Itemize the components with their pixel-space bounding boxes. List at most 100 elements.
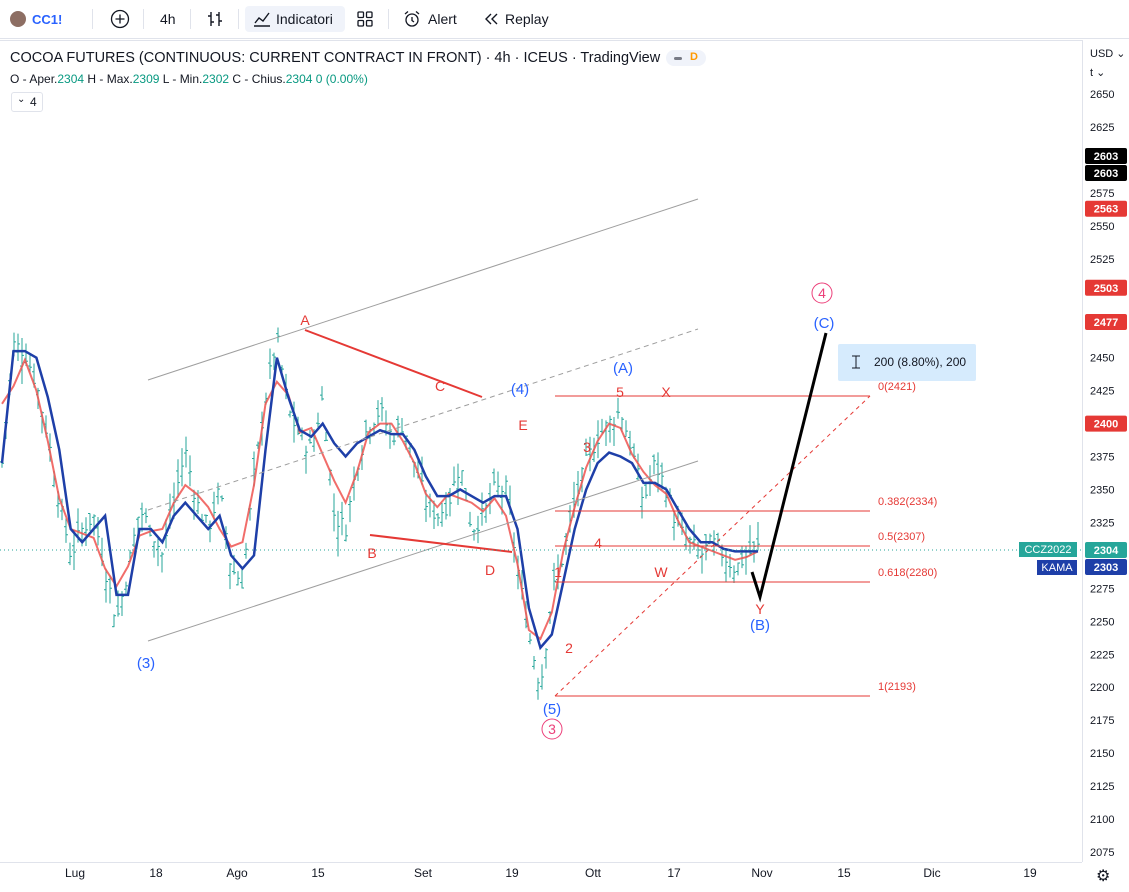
fib-label: 1(2193) <box>878 681 916 693</box>
symbol-label: CC1! <box>32 11 63 27</box>
time-axis[interactable] <box>0 862 1082 892</box>
measure-label: 200 (8.80%), 200 <box>874 355 966 369</box>
triangle-upper-line <box>304 329 483 398</box>
wave-label: W <box>654 564 668 580</box>
price-badge-bg <box>1085 559 1127 575</box>
price-tick-label: 2525 <box>1090 254 1114 266</box>
price-tick-label: 2375 <box>1090 452 1114 464</box>
alert-label: Alert <box>428 11 457 27</box>
time-tick-label: 19 <box>1023 866 1037 880</box>
time-tick-label: 15 <box>837 866 851 880</box>
price-chart[interactable]: 200 (8.80%), 200 0(2421) 0.382(2334) 0.5… <box>0 40 1082 862</box>
candles-layer <box>0 327 760 700</box>
close-value: 2304 <box>285 72 313 86</box>
wave-label: 5 <box>616 384 624 400</box>
plus-circle-icon <box>110 9 130 29</box>
channel-lower-line <box>147 460 699 642</box>
replay-label: Replay <box>505 11 549 27</box>
low-label: L - Min. <box>162 72 203 86</box>
price-tick-label: 2450 <box>1090 353 1114 365</box>
chevron-down-icon: ⌄ <box>17 94 26 105</box>
open-label: O - Aper. <box>10 72 58 86</box>
kama-tag-label: KAMA <box>1041 562 1073 574</box>
toolbar-divider <box>388 9 389 29</box>
channel-upper-line <box>147 198 699 381</box>
price-axis-labels: 2650262525752550252524752450242523752350… <box>1085 89 1127 859</box>
time-tick-label: Dic <box>923 866 940 880</box>
chart-area[interactable] <box>0 40 1129 892</box>
wave-label: 4 <box>594 535 602 551</box>
gear-icon[interactable]: ⚙ <box>1096 868 1111 885</box>
interval-button[interactable]: 4h <box>160 6 176 32</box>
projection-line <box>750 332 828 603</box>
ccz-tag-label: CCZ2022 <box>1024 544 1071 556</box>
time-tick-label: Ago <box>226 866 248 880</box>
symbol-search-button[interactable]: CC1! <box>10 6 62 32</box>
wave-label: D <box>485 562 495 578</box>
price-tick-label: 2200 <box>1090 682 1114 694</box>
time-tick-label: 18 <box>149 866 163 880</box>
price-badge-label: 2603 <box>1094 151 1118 163</box>
wave-label: 2 <box>565 640 573 656</box>
price-badge-bg <box>1085 314 1127 331</box>
wave-label: (C) <box>814 315 835 332</box>
alarm-clock-icon <box>404 11 420 27</box>
fib-trend-line <box>554 395 871 697</box>
price-tick-label: 2150 <box>1090 748 1114 760</box>
replay-button[interactable]: Replay <box>481 6 549 32</box>
kama-tag-bg <box>1037 560 1077 575</box>
wave-label: 4 <box>818 285 826 301</box>
price-tick-label: 2325 <box>1090 517 1114 529</box>
kama-line <box>0 349 758 651</box>
alert-button[interactable]: Alert <box>402 6 457 32</box>
price-tick-label: 2075 <box>1090 847 1114 859</box>
legend-interval: 4h <box>494 50 511 66</box>
layout-button[interactable] <box>355 6 375 32</box>
wave-label: (B) <box>750 617 770 634</box>
wave-label: C <box>435 378 445 394</box>
price-badge-label: 2303 <box>1094 562 1118 574</box>
chart-type-button[interactable] <box>205 6 225 32</box>
moving-average-line <box>1 357 759 641</box>
low-value: 2302 <box>202 72 230 86</box>
indicators-icon <box>254 12 270 27</box>
series-tags: CCZ2022 KAMA <box>1019 542 1077 575</box>
close-label: C - Chius. <box>232 72 286 86</box>
toolbar-divider <box>190 9 191 29</box>
cocoa-symbol-icon <box>10 11 26 27</box>
price-tick-label: 2575 <box>1090 188 1114 200</box>
channel-mid-line <box>147 328 699 511</box>
price-tick-label: 2100 <box>1090 814 1114 826</box>
time-tick-label: 15 <box>311 866 325 880</box>
price-badge-label: 2603 <box>1094 168 1118 180</box>
grid-layout-icon <box>357 11 373 27</box>
price-badge-bg <box>1085 415 1127 432</box>
data-status-pill[interactable]: D <box>666 50 706 66</box>
currency-selector[interactable]: USD ⌄ <box>1090 47 1126 60</box>
time-tick-label: Lug <box>65 866 85 880</box>
unit-selector[interactable]: t ⌄ <box>1090 66 1105 79</box>
wave-label: 1 <box>554 564 562 580</box>
price-tick-label: 2275 <box>1090 583 1114 595</box>
indicators-button[interactable]: Indicatori <box>245 6 345 32</box>
chart-legend-title[interactable]: COCOA FUTURES (CONTINUOUS: CURRENT CONTR… <box>10 50 661 66</box>
price-tick-label: 2225 <box>1090 649 1114 661</box>
toolbar-divider <box>238 9 239 29</box>
ccz-tag-bg <box>1019 542 1077 557</box>
compare-button[interactable] <box>110 6 130 32</box>
indicators-count: 4 <box>30 95 37 109</box>
rewind-icon <box>485 13 498 25</box>
toolbar-divider <box>143 9 144 29</box>
indicators-collapse-button[interactable]: ⌄ 4 <box>11 92 43 112</box>
measure-box <box>838 344 976 381</box>
fib-label: 0.618(2280) <box>878 567 937 579</box>
price-badge-label: 2563 <box>1094 204 1118 216</box>
price-badge-label: 2304 <box>1094 545 1119 557</box>
time-tick-label: 19 <box>505 866 519 880</box>
wave-label: 3 <box>583 439 591 455</box>
top-toolbar: CC1! 4h Indicatori Alert Replay <box>0 0 1129 39</box>
delayed-badge: D <box>690 51 698 63</box>
circled-wave-4-marker <box>811 282 833 304</box>
wave-label: B <box>367 545 376 561</box>
currency-label: USD <box>1090 48 1114 60</box>
